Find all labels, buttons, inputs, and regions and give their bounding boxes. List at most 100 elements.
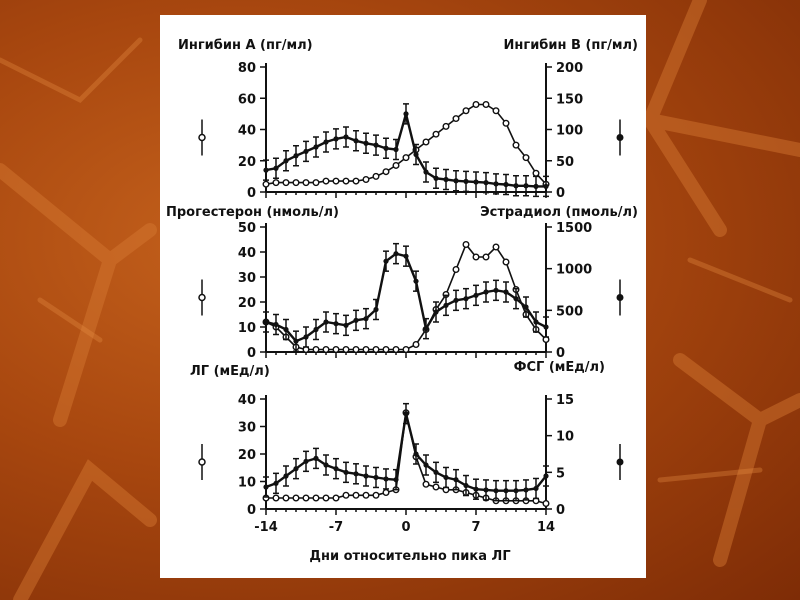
x-tick-label: 14 <box>537 520 555 535</box>
y-tick-label-left: 0 <box>247 346 256 361</box>
y-tick-label-left: 20 <box>238 296 256 311</box>
data-point-open <box>492 243 500 251</box>
data-point-filled <box>293 466 299 472</box>
data-point-open <box>362 346 370 354</box>
series-line-filled <box>265 413 547 492</box>
data-point-filled <box>283 158 289 164</box>
y-tick-label-left: 10 <box>238 476 256 491</box>
y-tick-label-right: 0 <box>556 346 565 361</box>
x-tick-label: -14 <box>254 520 278 535</box>
data-point-open <box>332 346 340 354</box>
data-point-filled <box>363 473 369 479</box>
data-point-open <box>422 138 430 146</box>
data-point-filled <box>353 471 359 477</box>
data-point-filled <box>543 324 549 330</box>
y-tick-label-right: 0 <box>556 503 565 518</box>
data-point-filled <box>403 253 409 259</box>
data-point-filled <box>443 176 449 183</box>
data-point-open <box>282 179 290 187</box>
panel1-left-title: Ингибин А (пг/мл) <box>178 38 313 53</box>
data-point-open <box>442 122 450 130</box>
data-point-open <box>422 480 430 488</box>
y-tick-label-left: 80 <box>238 61 256 76</box>
data-point-open <box>342 491 350 499</box>
data-point-filled <box>343 134 349 140</box>
data-point-filled <box>483 487 489 493</box>
data-point-filled <box>323 319 329 325</box>
data-point-filled <box>403 411 409 417</box>
data-point-filled <box>513 183 519 189</box>
data-point-open <box>352 346 360 354</box>
data-point-filled <box>463 178 469 184</box>
data-point-filled <box>333 136 339 142</box>
data-point-filled <box>503 289 509 295</box>
data-point-open <box>342 177 350 185</box>
x-axis-label: Дни относительно пика ЛГ <box>309 549 510 564</box>
y-tick-label-right: 1500 <box>556 221 592 236</box>
data-point-filled <box>273 165 279 171</box>
plot-area: 0204060800501001502000102030405005001000… <box>198 61 624 535</box>
data-point-filled <box>393 477 399 483</box>
y-tick-label-right: 500 <box>556 304 583 319</box>
data-point-open <box>302 494 310 502</box>
data-point-open <box>322 494 330 502</box>
legend-open-marker <box>198 133 206 142</box>
data-point-filled <box>493 488 499 494</box>
data-point-filled <box>373 474 379 481</box>
panel3-left-title: ЛГ (мЕд/л) <box>190 364 270 379</box>
legend-filled-marker <box>616 294 624 301</box>
data-point-open <box>382 489 390 497</box>
y-tick-label-right: 200 <box>556 61 583 76</box>
y-tick-label-right: 15 <box>556 393 574 408</box>
data-point-open <box>332 177 340 185</box>
data-point-open <box>362 491 370 499</box>
y-tick-label-left: 40 <box>238 246 256 261</box>
data-point-filled <box>463 482 469 489</box>
y-tick-label-right: 0 <box>556 186 565 201</box>
panel3-right-title: ФСГ (мЕд/л) <box>514 360 605 375</box>
data-point-filled <box>413 151 419 158</box>
data-point-filled <box>293 153 299 159</box>
y-tick-label-right: 10 <box>556 430 574 445</box>
data-point-filled <box>423 326 429 332</box>
data-point-filled <box>433 469 439 475</box>
data-point-filled <box>343 322 349 328</box>
data-point-filled <box>313 455 319 461</box>
data-point-filled <box>313 144 319 150</box>
data-point-filled <box>443 302 449 308</box>
y-tick-label-left: 30 <box>238 421 256 436</box>
data-point-open <box>452 115 460 123</box>
data-point-filled <box>283 326 289 333</box>
data-point-filled <box>433 309 439 315</box>
data-point-filled <box>343 469 349 475</box>
data-point-open <box>372 346 380 354</box>
data-point-open <box>262 180 270 188</box>
data-point-filled <box>483 180 489 186</box>
x-tick-label: 7 <box>471 520 480 535</box>
data-point-open <box>382 168 390 176</box>
data-point-open <box>372 491 380 499</box>
data-point-open <box>272 494 280 502</box>
data-point-filled <box>333 321 339 327</box>
data-point-filled <box>383 258 389 264</box>
data-point-filled <box>483 289 489 295</box>
data-point-open <box>332 494 340 502</box>
data-point-open <box>462 107 470 115</box>
data-point-filled <box>273 321 279 328</box>
data-point-open <box>482 253 490 261</box>
data-point-filled <box>413 278 419 284</box>
data-point-filled <box>303 458 309 464</box>
data-point-open <box>462 240 470 248</box>
data-point-filled <box>423 462 429 468</box>
y-tick-label-left: 40 <box>238 393 256 408</box>
legend-open-marker <box>198 458 206 466</box>
data-point-filled <box>543 473 549 479</box>
data-point-filled <box>373 142 379 148</box>
data-point-filled <box>453 297 459 303</box>
legend-filled-marker <box>616 458 624 466</box>
data-point-filled <box>383 476 389 482</box>
data-point-open <box>292 494 300 502</box>
data-point-filled <box>523 304 529 310</box>
data-point-open <box>452 265 460 273</box>
